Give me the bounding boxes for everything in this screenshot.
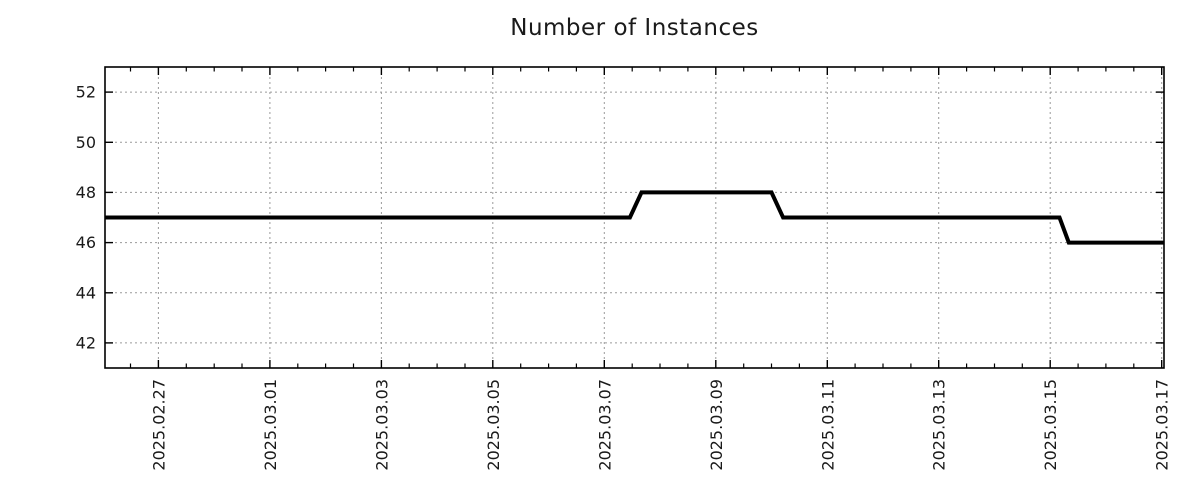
instances-series-line <box>105 190 1164 245</box>
x-tick-label: 2025.03.17 <box>1153 379 1172 471</box>
y-tick-label: 50 <box>76 133 96 152</box>
y-tick-label: 48 <box>76 183 96 202</box>
x-tick-label: 2025.03.07 <box>595 379 614 471</box>
x-tick-label: 2025.03.01 <box>261 379 280 471</box>
x-tick-label: 2025.03.11 <box>818 379 837 471</box>
x-tick-label: 2025.02.27 <box>149 379 168 471</box>
x-tick-label: 2025.03.09 <box>707 379 726 471</box>
y-tick-label: 42 <box>76 334 96 353</box>
x-tick-label: 2025.03.03 <box>372 379 391 471</box>
y-tick-label: 44 <box>76 283 96 302</box>
x-tick-label: 2025.03.15 <box>1041 379 1060 471</box>
y-tick-label: 46 <box>76 233 96 252</box>
y-tick-label: 52 <box>76 83 96 102</box>
x-tick-label: 2025.03.13 <box>930 379 949 471</box>
x-tick-label: 2025.03.05 <box>484 379 503 471</box>
chart-title: Number of Instances <box>510 15 759 41</box>
